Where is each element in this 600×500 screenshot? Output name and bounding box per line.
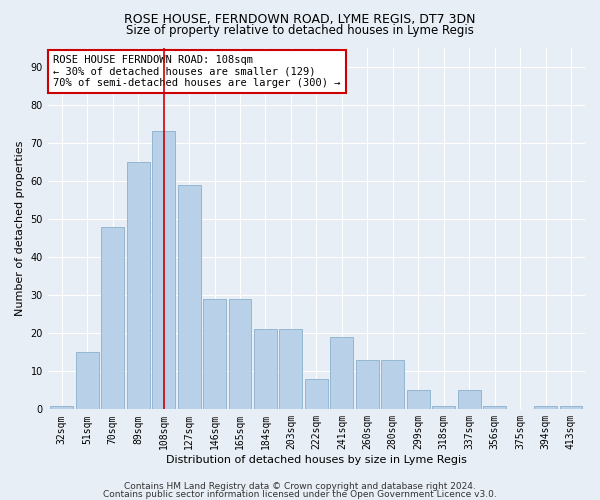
Text: ROSE HOUSE, FERNDOWN ROAD, LYME REGIS, DT7 3DN: ROSE HOUSE, FERNDOWN ROAD, LYME REGIS, D… xyxy=(124,12,476,26)
Bar xyxy=(483,406,506,409)
Bar xyxy=(101,226,124,410)
Bar xyxy=(305,379,328,410)
Bar xyxy=(254,330,277,409)
Bar xyxy=(50,406,73,409)
Bar xyxy=(178,184,200,410)
Bar xyxy=(560,406,583,409)
Bar xyxy=(382,360,404,410)
Y-axis label: Number of detached properties: Number of detached properties xyxy=(15,140,25,316)
Bar xyxy=(280,330,302,409)
Bar xyxy=(229,299,251,410)
Bar xyxy=(534,406,557,409)
X-axis label: Distribution of detached houses by size in Lyme Regis: Distribution of detached houses by size … xyxy=(166,455,467,465)
Bar xyxy=(458,390,481,409)
Bar xyxy=(432,406,455,409)
Bar xyxy=(331,337,353,409)
Text: ROSE HOUSE FERNDOWN ROAD: 108sqm
← 30% of detached houses are smaller (129)
70% : ROSE HOUSE FERNDOWN ROAD: 108sqm ← 30% o… xyxy=(53,54,341,88)
Bar xyxy=(203,299,226,410)
Text: Contains public sector information licensed under the Open Government Licence v3: Contains public sector information licen… xyxy=(103,490,497,499)
Bar xyxy=(76,352,99,410)
Bar xyxy=(407,390,430,409)
Bar xyxy=(356,360,379,410)
Bar xyxy=(152,132,175,409)
Bar xyxy=(127,162,149,410)
Text: Size of property relative to detached houses in Lyme Regis: Size of property relative to detached ho… xyxy=(126,24,474,37)
Text: Contains HM Land Registry data © Crown copyright and database right 2024.: Contains HM Land Registry data © Crown c… xyxy=(124,482,476,491)
